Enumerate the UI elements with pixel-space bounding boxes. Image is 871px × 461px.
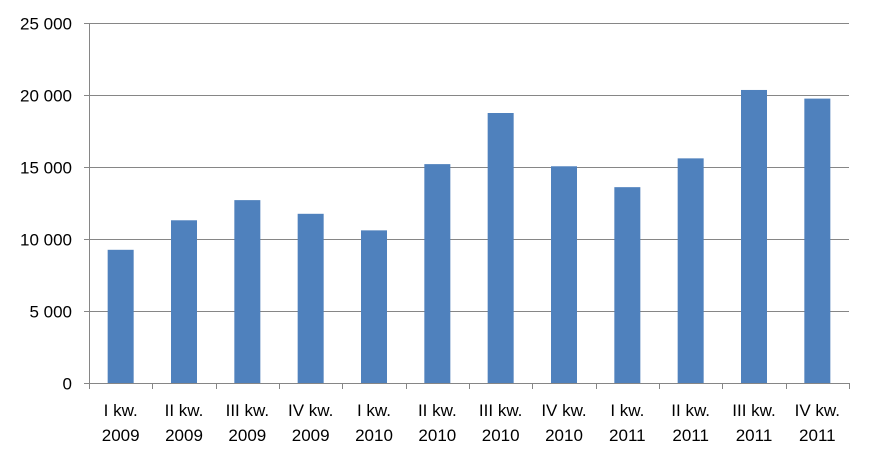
gridlines bbox=[89, 23, 849, 312]
bar bbox=[614, 187, 641, 383]
x-category-label-line: 2009 bbox=[102, 426, 140, 445]
x-category-label-line: I kw. bbox=[610, 401, 644, 420]
x-category-label-line: 2010 bbox=[482, 426, 520, 445]
x-category-label-line: I kw. bbox=[104, 401, 138, 420]
x-category-label: II kw. 2009 bbox=[165, 401, 204, 445]
x-category-label-line: 2009 bbox=[292, 426, 330, 445]
x-category-label-line: 2011 bbox=[672, 426, 709, 445]
y-tick-label: 10 000 bbox=[20, 231, 72, 250]
x-category-label-line: IV kw. bbox=[795, 401, 840, 420]
y-axis-tick-labels: 0 5 000 10 000 15 000 20 000 25 000 bbox=[20, 15, 89, 394]
bar bbox=[424, 164, 451, 383]
x-category-label-line: 2011 bbox=[799, 426, 836, 445]
x-category-label-line: 2011 bbox=[736, 426, 773, 445]
x-category-label-line: III kw. bbox=[226, 401, 269, 420]
x-category-label: II kw. 2010 bbox=[418, 401, 457, 445]
x-category-label: IV kw. 2009 bbox=[288, 401, 333, 445]
x-category-label: III kw. 2011 bbox=[732, 401, 775, 445]
bar bbox=[171, 220, 197, 383]
x-category-label-line: II kw. bbox=[418, 401, 457, 420]
bar bbox=[804, 98, 831, 383]
x-category-label-line: IV kw. bbox=[541, 401, 586, 420]
x-category-label-line: III kw. bbox=[732, 401, 775, 420]
x-category-label-line: 2010 bbox=[545, 426, 583, 445]
y-tick-label: 0 bbox=[63, 375, 72, 394]
axes bbox=[89, 23, 850, 389]
x-category-label: III kw. 2009 bbox=[226, 401, 269, 445]
x-category-label: II kw. 2011 bbox=[671, 401, 710, 445]
x-category-label: IV kw. 2011 bbox=[795, 401, 840, 445]
y-tick-label: 5 000 bbox=[29, 303, 72, 322]
bar bbox=[677, 158, 704, 383]
bar bbox=[551, 166, 577, 383]
x-category-label-line: II kw. bbox=[165, 401, 204, 420]
x-category-label-line: 2010 bbox=[355, 426, 393, 445]
bar bbox=[297, 213, 324, 383]
x-category-label-line: I kw. bbox=[357, 401, 391, 420]
x-category-label-line: 2010 bbox=[418, 426, 456, 445]
x-category-label: I kw. 2011 bbox=[609, 401, 646, 445]
x-axis-category-labels: I kw. 2009 II kw. 2009 III kw. 2009 IV kw. 2009… bbox=[102, 401, 840, 445]
x-category-label-line: II kw. bbox=[671, 401, 710, 420]
bars bbox=[107, 89, 831, 384]
bar bbox=[487, 113, 514, 383]
x-category-label: I kw. 2010 bbox=[355, 401, 393, 445]
y-tick-label: 25 000 bbox=[20, 15, 72, 34]
bar bbox=[234, 200, 261, 383]
y-tick-label: 20 000 bbox=[20, 87, 72, 106]
bar bbox=[741, 89, 767, 384]
y-tick-label: 15 000 bbox=[20, 159, 72, 178]
bar bbox=[361, 230, 387, 383]
bar bbox=[107, 249, 134, 383]
x-category-label: I kw. 2009 bbox=[102, 401, 140, 445]
x-category-label-line: 2009 bbox=[228, 426, 266, 445]
x-category-label-line: 2009 bbox=[165, 426, 203, 445]
x-category-label: IV kw. 2010 bbox=[541, 401, 586, 445]
x-category-label-line: III kw. bbox=[479, 401, 522, 420]
x-category-label: III kw. 2010 bbox=[479, 401, 522, 445]
x-category-label-line: 2011 bbox=[609, 426, 646, 445]
x-category-label-line: IV kw. bbox=[288, 401, 333, 420]
